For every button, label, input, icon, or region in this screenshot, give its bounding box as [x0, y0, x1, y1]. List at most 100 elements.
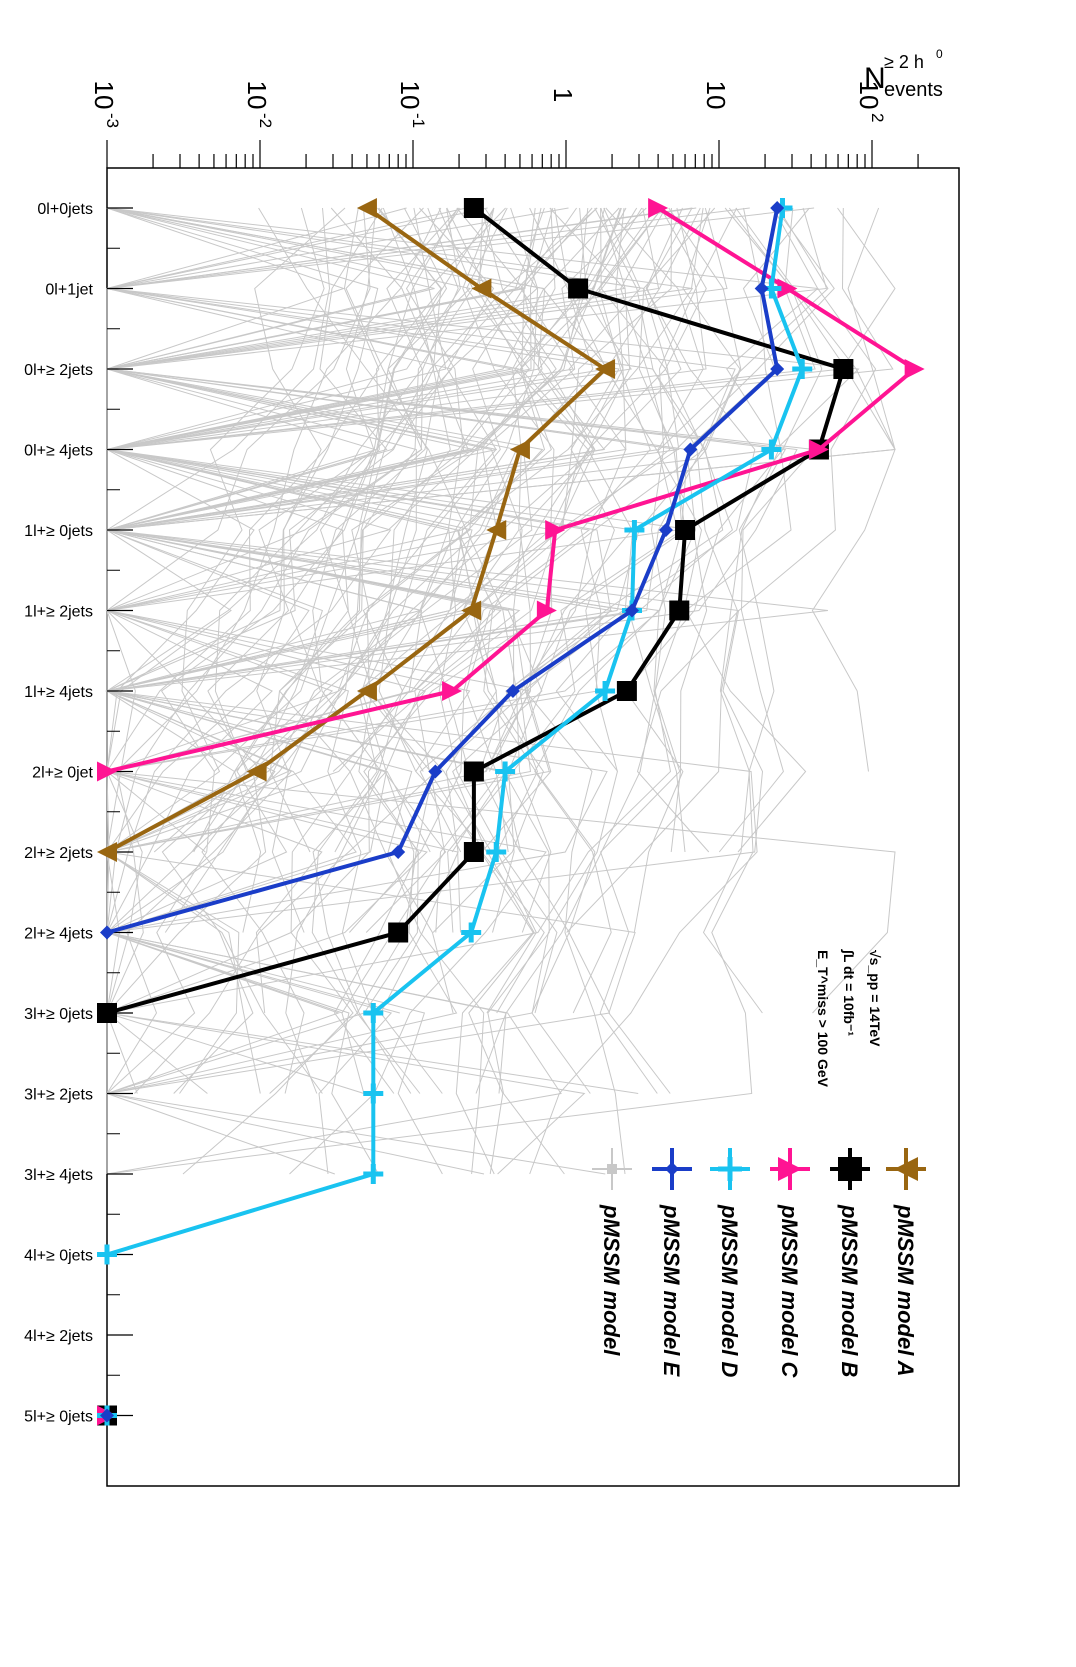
data-point: [461, 600, 482, 621]
background-model-line: [106, 207, 657, 1014]
category-label: 4l+≥ 0jets: [24, 1248, 93, 1265]
background-model-line: [106, 207, 724, 853]
data-point: [363, 1003, 384, 1023]
data-point: [607, 1164, 617, 1174]
data-point: [808, 439, 829, 460]
data-point: [838, 1157, 862, 1181]
background-model-line: [134, 207, 667, 1094]
value-tick-label: 10: [854, 81, 884, 110]
background-model-line: [106, 207, 671, 1094]
background-model-line: [106, 207, 331, 1094]
data-point: [770, 201, 785, 215]
category-label: 3l+≥ 4jets: [24, 1167, 93, 1184]
data-point: [536, 600, 557, 621]
data-point: [792, 359, 813, 379]
annotation-met: E_T^miss > 100 GeV: [815, 950, 831, 1088]
background-model-line: [106, 207, 707, 1014]
background-model-line: [106, 207, 621, 853]
category-label: 0l+1jet: [45, 282, 93, 299]
data-point: [509, 439, 530, 460]
data-point: [904, 359, 925, 379]
y-axis-title-sub: events: [884, 79, 943, 101]
data-point: [388, 922, 409, 943]
background-model-line: [735, 207, 896, 772]
background-model-line: [106, 207, 829, 1175]
data-point: [665, 1162, 679, 1176]
legend-label-group: pMSSM model C: [777, 1204, 802, 1378]
data-point: [505, 684, 520, 698]
category-label: 1l+≥ 2jets: [24, 604, 93, 621]
legend-label: pMSSM model C: [777, 1204, 802, 1378]
background-model-line: [106, 207, 701, 933]
background-model-line: [624, 207, 823, 933]
annotation-sqrt-s: √s_pp = 14TeV: [867, 950, 883, 1047]
value-tick-exponent: 2: [868, 113, 887, 122]
value-tick-label: 10: [701, 81, 731, 110]
data-point: [246, 761, 267, 782]
data-point: [428, 764, 443, 779]
data-point: [833, 359, 854, 379]
data-point: [356, 198, 377, 218]
background-model-line: [106, 207, 569, 852]
legend-label: pMSSM model E: [659, 1204, 684, 1377]
background-model-line: [106, 207, 704, 772]
value-tick-label: 10: [242, 81, 272, 110]
y-axis-title: N ≥ 2 h 0 events: [864, 47, 943, 101]
data-point: [683, 442, 698, 457]
data-point: [778, 1157, 802, 1181]
legend-label: pMSSM model B: [837, 1204, 862, 1377]
category-label: 4l+≥ 2jets: [24, 1328, 93, 1345]
background-model-line: [462, 207, 626, 1175]
legend-item: pMSSM model A: [886, 1148, 926, 1377]
data-point: [363, 1164, 384, 1184]
background-model-line: [106, 207, 680, 933]
category-label: 2l+≥ 2jets: [24, 845, 93, 862]
legend-label-group: pMSSM model: [599, 1204, 624, 1356]
background-model-line: [106, 207, 663, 1094]
background-model-line: [447, 207, 835, 933]
background-model-line: [106, 207, 896, 1014]
series-pmssm-model-b: [97, 198, 854, 1426]
value-tick-label-group: 102: [854, 81, 887, 123]
legend-item: pMSSM model C: [770, 1148, 810, 1378]
category-axis: 0l+0jets 0l+1jet 0l+≥ 2jets 0l+≥ 4jets 1l+≥ …: [24, 201, 133, 1426]
data-point: [97, 842, 117, 862]
annotation-lumi: ∫L dt = 10fb⁻¹: [840, 949, 857, 1036]
data-point: [545, 520, 566, 540]
annotations: √s_pp = 14TeV ∫L dt = 10fb⁻¹ E_T^miss > …: [815, 949, 883, 1088]
background-model-line: [105, 207, 461, 1175]
background-model-line: [106, 207, 325, 1094]
category-label: 1l+≥ 4jets: [24, 684, 93, 701]
series-pmssm-model-c: [97, 198, 925, 1426]
category-label: 0l+≥ 2jets: [24, 362, 93, 379]
category-label: 1l+≥ 0jets: [24, 523, 93, 540]
background-model-line: [106, 207, 459, 1094]
background-model-line: [269, 207, 631, 1094]
data-point: [658, 523, 673, 537]
value-tick-label: 1: [548, 88, 578, 102]
legend-label: pMSSM model: [599, 1204, 624, 1356]
background-model-line: [105, 207, 606, 933]
data-point: [486, 842, 507, 862]
legend-label-group: pMSSM model D: [717, 1204, 742, 1377]
legend-label: pMSSM model D: [717, 1204, 742, 1377]
legend-label: pMSSM model A: [893, 1204, 918, 1377]
data-point: [648, 198, 669, 218]
legend-label-group: pMSSM model E: [659, 1204, 684, 1377]
data-point: [754, 281, 769, 296]
data-point: [777, 278, 798, 299]
legend-label-group: pMSSM model B: [837, 1204, 862, 1377]
background-model-line: [106, 207, 554, 1013]
background-model-line: [475, 207, 703, 1094]
data-point: [97, 1003, 117, 1023]
category-label: 3l+≥ 0jets: [24, 1006, 93, 1023]
background-model-line: [599, 207, 810, 1094]
legend: pMSSM model A pMSSM model B pMSSM model C p…: [592, 1148, 926, 1378]
value-axis: 10-310-210-11 10 102: [89, 81, 919, 168]
y-axis-title-sup2: 0: [936, 47, 943, 61]
data-point: [595, 359, 616, 379]
data-point: [675, 520, 696, 540]
data-point: [463, 842, 484, 862]
background-model-line: [105, 207, 435, 853]
